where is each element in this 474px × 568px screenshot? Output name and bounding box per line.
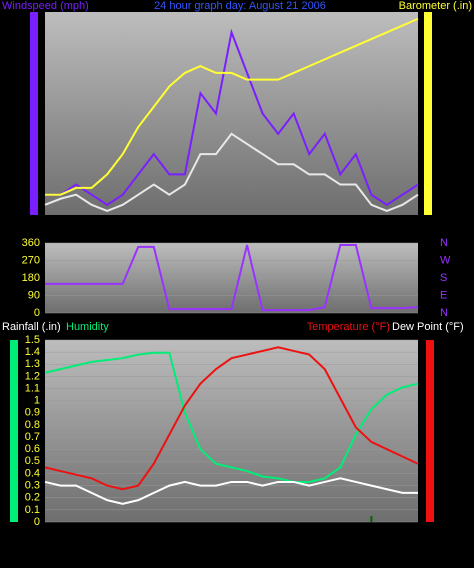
legend-label: Windspeed (mph) [2, 0, 89, 12]
y-tick-label: 270 [22, 254, 40, 266]
y-tick-label: 1 [34, 395, 40, 407]
series-line [44, 477, 418, 505]
y-tick-label: 0.3 [25, 480, 40, 492]
y2-tick-label: E [440, 289, 447, 301]
legend-label: Barometer (.in) [399, 0, 472, 12]
y-tick-label: 1.4 [25, 346, 40, 358]
y-tick-label: 0.5 [25, 455, 40, 467]
y-tick-label: 0.9 [25, 407, 40, 419]
y-tick-label: 1.2 [25, 370, 40, 382]
axis-bar [10, 340, 18, 522]
series-line [44, 346, 419, 491]
axis-bar [424, 12, 432, 215]
y-tick-label: 1.5 [25, 334, 40, 346]
y-tick-label: 1.3 [25, 358, 40, 370]
y-tick-label: 90 [28, 289, 40, 301]
y-tick-label: 0.8 [25, 419, 40, 431]
y-tick-label: 0 [34, 516, 40, 528]
y-tick-label: 180 [22, 272, 40, 284]
chart-title: 24 hour graph day: August 21 2006 [154, 0, 326, 12]
legend-label: Temperature (°F) [307, 321, 390, 333]
y-tick-label: 0.6 [25, 443, 40, 455]
y2-tick-label: N [440, 307, 448, 319]
legend-label: Rainfall (.in) [2, 321, 61, 333]
axis-bar [30, 12, 38, 215]
y2-tick-label: W [440, 254, 451, 266]
y2-tick-label: S [440, 272, 447, 284]
series-line [45, 243, 419, 312]
axis-bar [426, 340, 434, 522]
y-tick-label: 1.1 [25, 382, 40, 394]
y-tick-label: 0.1 [25, 504, 40, 516]
series-line [44, 132, 419, 213]
y-tick-label: 360 [22, 237, 40, 249]
y2-tick-label: N [440, 237, 448, 249]
series-line [45, 28, 419, 207]
y-tick-label: 0.2 [25, 492, 40, 504]
rain-bar [370, 515, 373, 522]
legend-label: Dew Point (°F) [392, 321, 464, 333]
panel-weather [45, 340, 418, 522]
y-tick-label: 0 [34, 307, 40, 319]
series-line [44, 351, 419, 483]
y-tick-label: 0.7 [25, 431, 40, 443]
y-tick-label: 0.4 [25, 467, 40, 479]
legend-label: Humidity [66, 321, 109, 333]
series-line [45, 17, 419, 196]
